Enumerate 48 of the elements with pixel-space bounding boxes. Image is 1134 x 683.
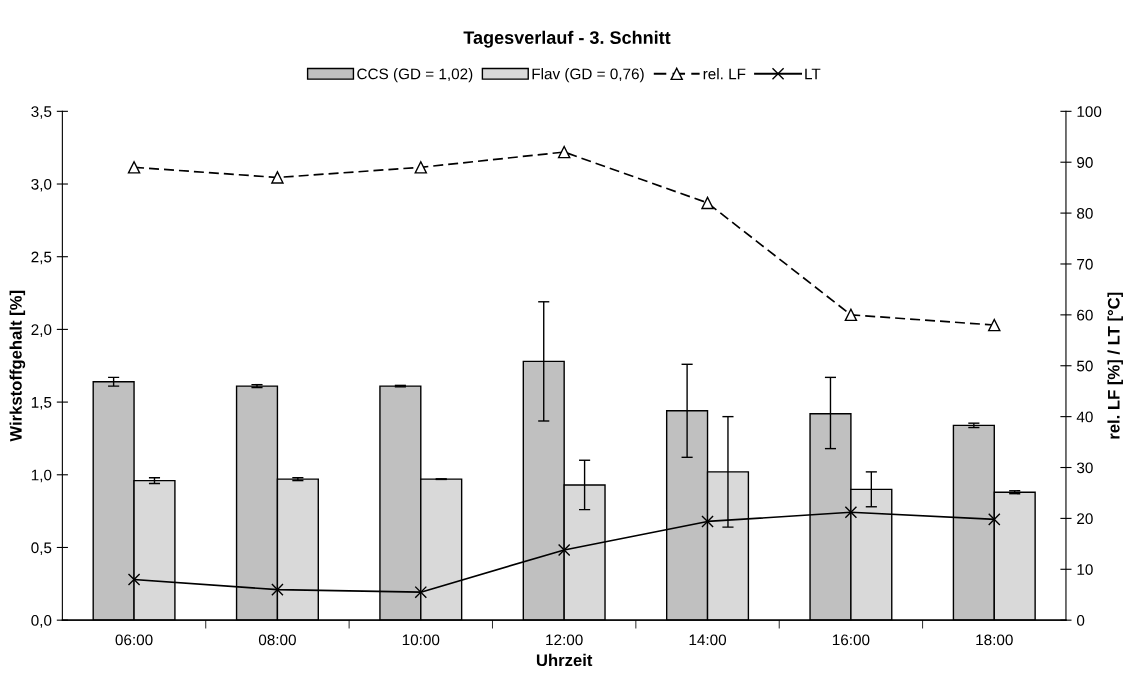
x-tick-label: 16:00 bbox=[832, 634, 870, 646]
point bbox=[127, 573, 141, 586]
y2-tick-label: 100 bbox=[1077, 106, 1102, 118]
y2-tick-label: 90 bbox=[1077, 157, 1093, 168]
y2-tick-label: 0 bbox=[1076, 615, 1085, 626]
y-tick-label: 2,5 bbox=[31, 251, 52, 265]
legend-label: rel. LF bbox=[703, 68, 746, 80]
legend-label: Flav (GD = 0,76) bbox=[532, 68, 644, 83]
chart-title: Tagesverlauf - 3. Schnitt bbox=[463, 30, 671, 48]
y2-tick-label: 60 bbox=[1077, 309, 1093, 321]
point bbox=[271, 583, 284, 596]
x-axis-title: Uhrzeit bbox=[536, 653, 593, 667]
point bbox=[844, 308, 858, 322]
y2-tick-label: 40 bbox=[1076, 411, 1093, 423]
y-tick-label: 0,5 bbox=[31, 542, 52, 555]
y-axis-title: Wirkstoffgehalt [%] bbox=[9, 290, 26, 442]
y2-tick-label: 20 bbox=[1077, 513, 1093, 525]
x-tick-label: 18:00 bbox=[976, 634, 1013, 646]
y2-tick-label: 80 bbox=[1077, 207, 1093, 219]
point bbox=[414, 161, 428, 174]
y-tick-label: 2,0 bbox=[31, 324, 52, 337]
point bbox=[701, 515, 714, 528]
point bbox=[844, 506, 858, 519]
y2-tick-label: 30 bbox=[1076, 462, 1093, 474]
point bbox=[271, 171, 284, 184]
point bbox=[988, 318, 1001, 332]
y-tick-label: 0,0 bbox=[31, 615, 52, 628]
x-tick-label: 14:00 bbox=[689, 634, 727, 646]
y-tick-label: 3,5 bbox=[31, 106, 52, 119]
y-tick-label: 1,0 bbox=[31, 469, 52, 483]
point bbox=[414, 585, 428, 599]
y2-axis-title: rel. LF [%] / LT [°C] bbox=[1107, 292, 1123, 439]
point bbox=[988, 513, 1001, 526]
point bbox=[701, 196, 714, 210]
y2-tick-label: 10 bbox=[1077, 564, 1093, 575]
legend-label: LT bbox=[805, 68, 821, 80]
y2-tick-label: 50 bbox=[1076, 360, 1093, 372]
x-tick-label: 12:00 bbox=[546, 634, 583, 646]
x-tick-label: 06:00 bbox=[115, 634, 153, 646]
y2-tick-label: 70 bbox=[1077, 258, 1093, 270]
point bbox=[557, 543, 571, 557]
y-tick-label: 1,5 bbox=[31, 397, 52, 410]
legend-label: CCS (GD = 1,02) bbox=[357, 68, 473, 83]
x-tick-label: 08:00 bbox=[258, 634, 296, 646]
point bbox=[557, 145, 571, 159]
point bbox=[127, 161, 141, 174]
x-tick-label: 10:00 bbox=[402, 634, 440, 646]
y-tick-label: 3,0 bbox=[31, 178, 52, 192]
